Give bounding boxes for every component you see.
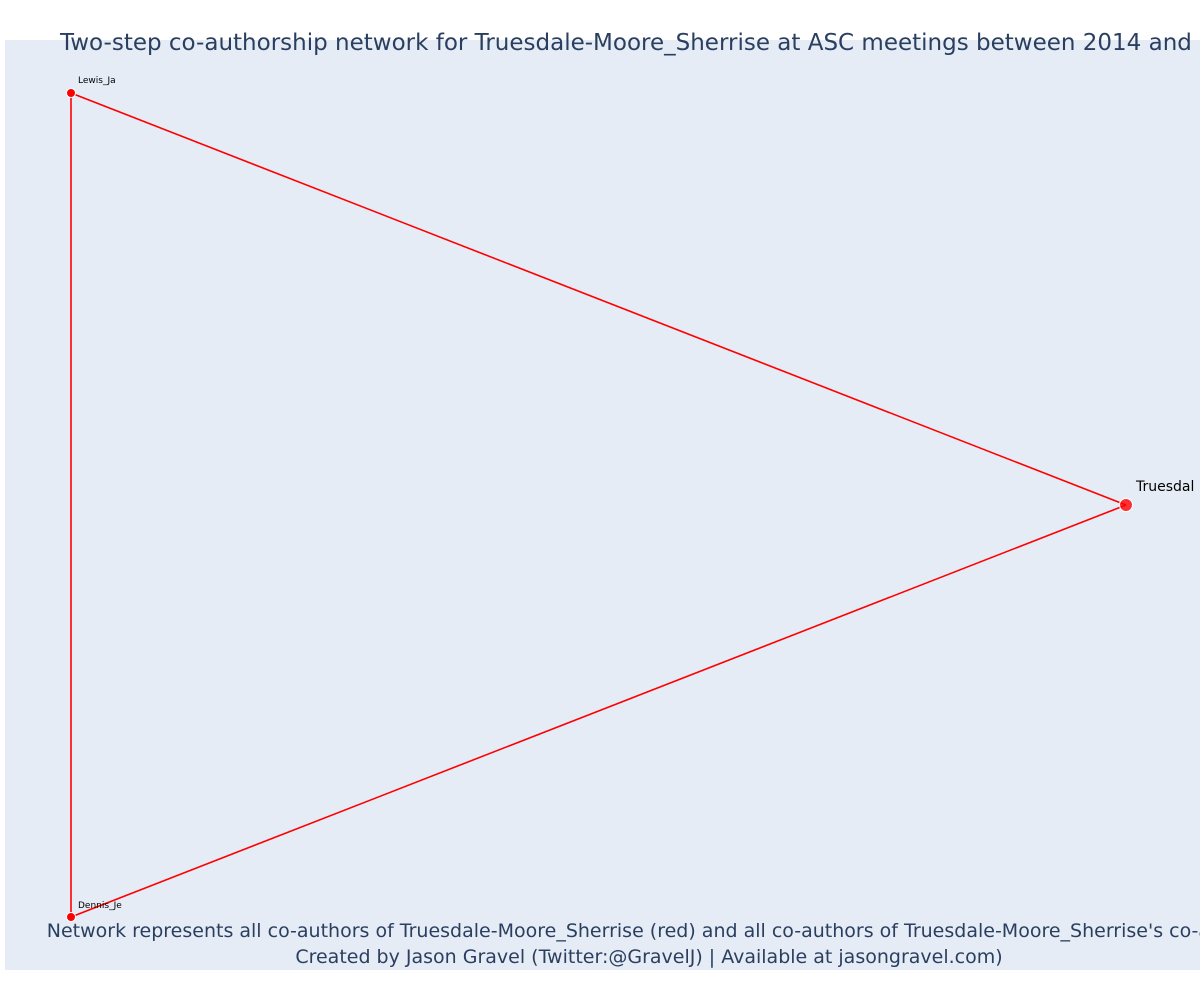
caption-line-1: Network represents all co-authors of Tru…: [46, 920, 1200, 942]
labels-layer: Lewis_Ja Dennis_Je Truesdal: [78, 76, 1194, 911]
chart-title: Two-step co-authorship network for Trues…: [60, 30, 1192, 56]
caption-line-2: Created by Jason Gravel (Twitter:@Gravel…: [295, 946, 1003, 968]
plot-area: [5, 40, 1200, 970]
node-label-lewis: Lewis_Ja: [78, 76, 116, 86]
edge-dennis-truesdale: [70, 504, 1127, 918]
edge-lewis-truesdale: [70, 92, 1127, 506]
nodes-layer: [66, 88, 1133, 922]
node-truesdale[interactable]: [1119, 498, 1133, 512]
node-lewis[interactable]: [66, 88, 76, 98]
node-dennis[interactable]: [66, 912, 76, 922]
node-label-dennis: Dennis_Je: [78, 901, 122, 911]
edges-layer: [70, 92, 1127, 918]
node-label-truesdale: Truesdal: [1135, 479, 1194, 495]
